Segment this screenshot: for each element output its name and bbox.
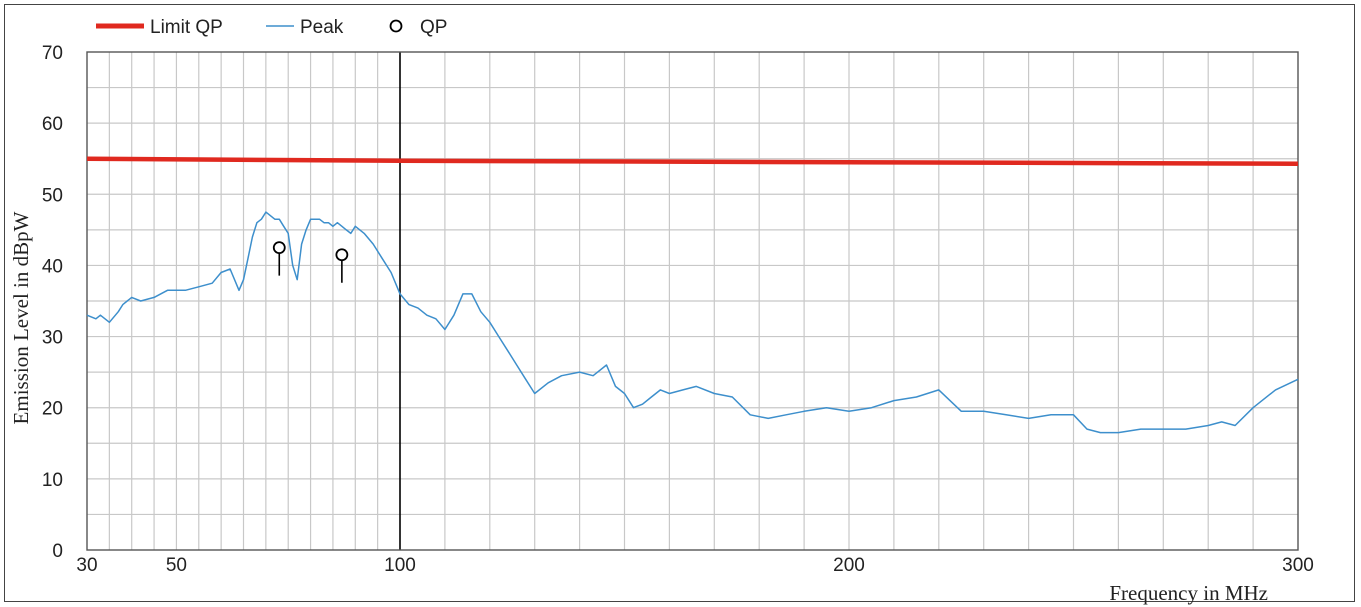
grid — [87, 52, 1298, 550]
y-tick-label: 10 — [42, 470, 63, 491]
qp-marker — [272, 241, 286, 255]
series — [86, 156, 1299, 434]
y-tick-label: 60 — [42, 114, 63, 135]
x-axis-label: Frequency in MHz — [1109, 581, 1268, 605]
x-tick-label: 50 — [166, 555, 187, 576]
qp-marker — [335, 248, 349, 262]
x-tick-label: 100 — [384, 555, 416, 576]
legend: Limit QP Peak QP — [96, 17, 447, 38]
limit-qp-line — [86, 156, 1299, 166]
axes — [86, 51, 1299, 551]
y-tick-label: 70 — [42, 43, 63, 64]
legend-qp-marker — [389, 19, 403, 33]
y-tick-label: 30 — [42, 328, 63, 349]
legend-peak-label: Peak — [300, 17, 344, 38]
x-tick-label: 300 — [1282, 555, 1314, 576]
x-tick-label: 200 — [833, 555, 865, 576]
y-tick-label: 50 — [42, 185, 63, 206]
plot-border — [86, 51, 1299, 551]
peak-line — [86, 211, 1299, 434]
legend-limit-label: Limit QP — [150, 17, 223, 38]
y-tick-label: 20 — [42, 399, 63, 420]
legend-qp-label: QP — [420, 17, 447, 38]
y-tick-label: 0 — [52, 541, 63, 562]
y-axis-label: Emission Level in dBpW — [9, 211, 33, 424]
y-tick-label: 40 — [42, 256, 63, 277]
x-tick-label: 30 — [76, 555, 97, 576]
tick-labels: 0 10 20 30 40 50 60 70 30 50 100 200 300 — [42, 43, 1314, 576]
